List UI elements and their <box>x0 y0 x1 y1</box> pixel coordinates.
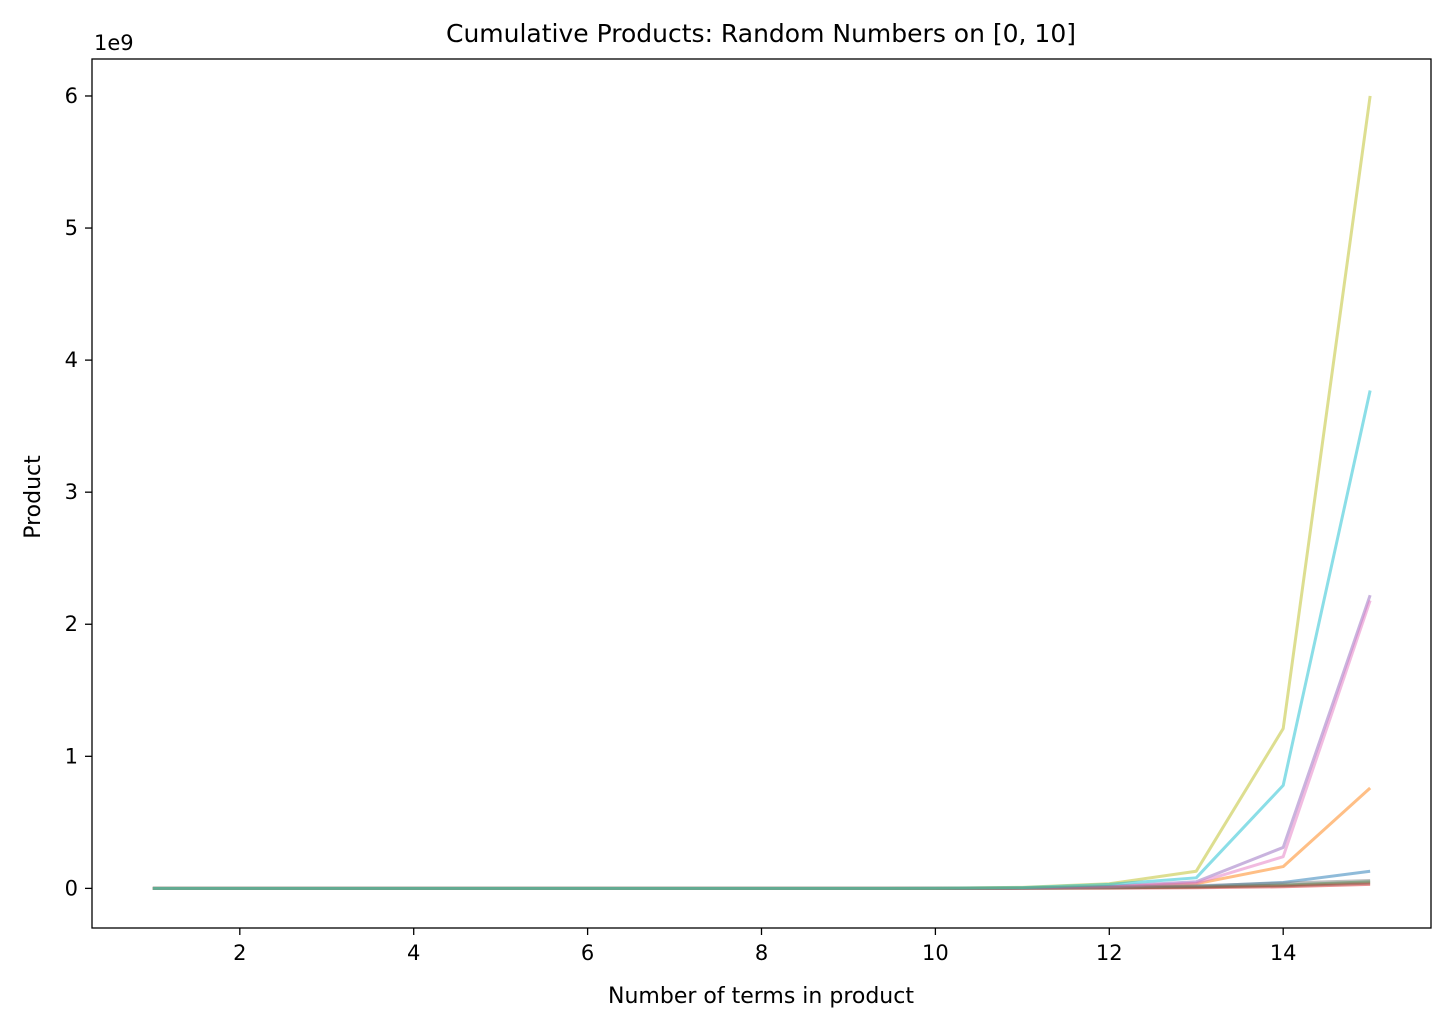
y-tick-label: 5 <box>65 216 78 240</box>
series-layer <box>152 95 1372 890</box>
x-axis: 2 4 6 8 10 12 14 <box>233 928 1297 965</box>
y-tick-label: 1 <box>65 744 78 768</box>
y-tick-label: 2 <box>65 612 78 636</box>
y-tick-label: 3 <box>65 480 78 504</box>
x-axis-label: Number of terms in product <box>608 984 914 1009</box>
x-tick-label: 4 <box>407 941 420 965</box>
y-offset-label: 1e9 <box>94 31 134 55</box>
x-tick-label: 10 <box>922 941 949 965</box>
y-axis-label: Product <box>21 455 46 539</box>
x-tick-label: 12 <box>1096 941 1123 965</box>
y-axis: 0 1 2 3 4 5 6 <box>65 84 92 900</box>
x-tick-label: 8 <box>755 941 768 965</box>
y-tick-label: 6 <box>65 84 78 108</box>
x-tick-label: 2 <box>233 941 246 965</box>
x-tick-label: 14 <box>1270 941 1297 965</box>
y-tick-label: 4 <box>65 348 78 372</box>
chart-title: Cumulative Products: Random Numbers on [… <box>446 19 1076 48</box>
y-tick-label: 0 <box>65 876 78 900</box>
series-line-10 <box>152 390 1372 890</box>
x-tick-label: 6 <box>581 941 594 965</box>
